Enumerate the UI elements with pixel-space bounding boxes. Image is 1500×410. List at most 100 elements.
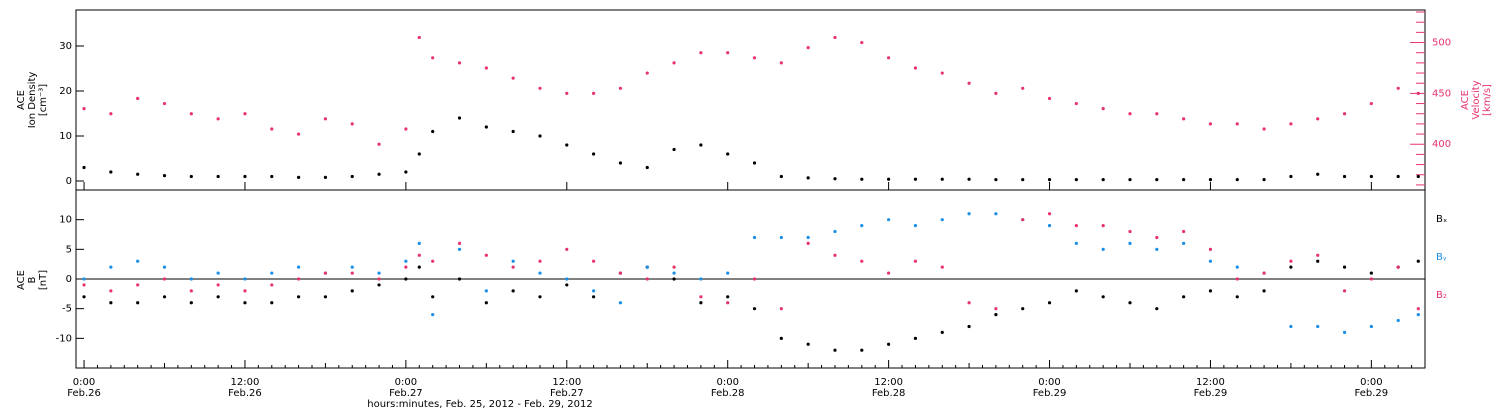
bz-point (726, 301, 730, 305)
field-axis-label-line: ACE (16, 270, 27, 290)
velocity-series (82, 35, 1420, 146)
bx-point (216, 295, 220, 299)
by-point (1342, 330, 1347, 334)
by-point (1101, 247, 1105, 251)
density-point (833, 177, 837, 181)
velocity-point (270, 127, 274, 131)
density-tick-label: 20 (59, 86, 72, 97)
bz-point (323, 271, 328, 275)
bz-point (189, 289, 193, 293)
by-point (1396, 318, 1400, 323)
velocity-point (994, 91, 998, 95)
bz-point (645, 277, 649, 281)
bx-point (887, 342, 891, 346)
velocity-point (511, 76, 515, 80)
velocity-point (672, 61, 676, 65)
by-point (417, 241, 421, 245)
velocity-axis-label-line: Velocity (1471, 80, 1482, 119)
x-tick-time-label: 0:00 (1360, 377, 1382, 388)
bz-point (1369, 277, 1373, 281)
bx-point (1155, 307, 1159, 311)
bx-point (431, 295, 435, 299)
bz-point (1396, 265, 1400, 269)
by-point (1128, 241, 1132, 245)
x-tick-date-label: Feb.27 (389, 388, 423, 399)
bz-point (538, 259, 542, 263)
density-tick-label: 30 (59, 41, 72, 52)
velocity-point (216, 117, 220, 121)
density-point (618, 161, 623, 165)
by-point (538, 271, 542, 275)
velocity-point (752, 56, 757, 60)
velocity-point (243, 112, 247, 116)
density-point (1289, 174, 1293, 179)
velocity-point (1074, 101, 1078, 106)
by-point (404, 259, 408, 263)
density-point (1342, 174, 1347, 179)
bx-point (323, 295, 328, 299)
bz-point (1047, 212, 1052, 216)
bz-point (484, 253, 488, 257)
bz-point (592, 259, 596, 263)
bz-point (887, 271, 891, 275)
field-tick-label: -10 (56, 333, 72, 344)
density-axis-label: ACE Ion Density [cm⁻³] (16, 72, 49, 129)
bottom-panel-magnetic-field: -10 -5 0 5 10 ACE B [nT] Bₓ Bᵧ B₂ (16, 189, 1447, 369)
velocity-point (860, 40, 864, 45)
by-point (350, 265, 354, 269)
bx-point (1342, 265, 1347, 269)
bx-point (538, 295, 542, 299)
bx-point (806, 342, 810, 346)
bx-point (377, 283, 381, 287)
velocity-point (913, 66, 918, 70)
bx-point (1182, 295, 1186, 299)
by-point (779, 235, 783, 240)
bz-point (109, 289, 113, 293)
bz-point (243, 289, 247, 293)
bz-point (417, 253, 421, 257)
bx-point (565, 283, 569, 287)
bx-point (699, 301, 703, 305)
velocity-point (1396, 86, 1400, 90)
x-tick-time-label: 0:00 (73, 377, 95, 388)
density-point (484, 125, 488, 129)
bz-point (270, 283, 274, 287)
velocity-point (431, 56, 435, 60)
density-point (136, 172, 140, 176)
bz-point (1235, 277, 1239, 281)
x-tick-time-label: 12:00 (552, 377, 581, 388)
density-point (270, 174, 274, 179)
field-tick-label: 10 (59, 215, 72, 226)
bz-point (431, 259, 435, 263)
density-point (350, 174, 354, 179)
bx-point (511, 289, 515, 293)
velocity-point (565, 91, 569, 95)
density-point (726, 152, 730, 156)
bz-point (779, 307, 783, 311)
velocity-point (1289, 122, 1293, 126)
bz-point (940, 265, 944, 269)
bx-point (1101, 295, 1105, 299)
density-point (565, 143, 569, 147)
density-axis-label-line: Ion Density (27, 72, 38, 129)
velocity-point (1342, 112, 1347, 116)
x-tick-date-label: Feb.29 (1194, 388, 1228, 399)
x-tick-time-label: 12:00 (1196, 377, 1225, 388)
density-point (109, 170, 113, 174)
velocity-point (1021, 86, 1025, 90)
by-point (377, 271, 381, 275)
density-point (323, 175, 328, 179)
bx-point (1128, 301, 1132, 305)
bx-point (296, 295, 301, 299)
density-point (806, 176, 810, 180)
velocity-point (296, 132, 301, 136)
by-point (994, 212, 998, 216)
by-point (887, 218, 891, 222)
density-point (752, 161, 757, 165)
by-point (833, 229, 837, 234)
bz-point (860, 259, 864, 263)
density-point (1396, 174, 1400, 179)
bz-point (1155, 235, 1159, 240)
bz-point (565, 247, 569, 251)
density-point (1101, 178, 1105, 182)
